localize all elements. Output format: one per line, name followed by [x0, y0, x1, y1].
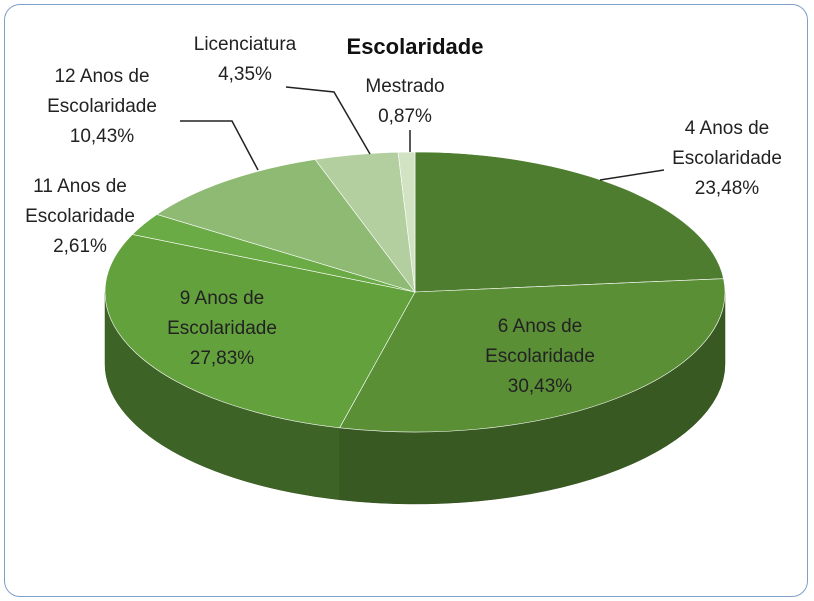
category-label: Licenciatura: [193, 34, 297, 55]
category-label: 11 Anos de Escolaridade: [25, 176, 135, 227]
leader-line: [180, 120, 259, 171]
category-label: 9 Anos de Escolaridade: [167, 288, 277, 339]
pie-top: [104, 151, 726, 433]
data-label: Mestrado 0,87%: [335, 72, 475, 132]
value-label: 27,83%: [189, 348, 255, 369]
chart-title: Escolaridade: [346, 34, 484, 59]
value-label: 30,43%: [507, 376, 573, 397]
category-label: 6 Anos de Escolaridade: [485, 316, 595, 367]
slice: [414, 151, 724, 293]
category-label: 4 Anos de Escolaridade: [672, 118, 782, 169]
value-label: 10,43%: [69, 126, 135, 147]
data-label: 11 Anos de Escolaridade 2,61%: [5, 172, 155, 262]
slice: [397, 151, 416, 293]
leader-line: [285, 86, 371, 155]
data-label: 9 Anos de Escolaridade 27,83%: [152, 284, 292, 374]
slice: [339, 278, 726, 433]
data-label: 6 Anos de Escolaridade 30,43%: [470, 312, 610, 402]
value-label: 4,35%: [218, 64, 272, 85]
data-label: 12 Anos de Escolaridade 10,43%: [32, 62, 172, 152]
category-label: Mestrado: [365, 76, 445, 97]
leader-line: [599, 169, 665, 181]
category-label: 12 Anos de Escolaridade: [47, 66, 157, 117]
chart-frame: [4, 4, 808, 597]
data-label: Licenciatura 4,35%: [175, 30, 315, 90]
slice: [104, 234, 416, 429]
value-label: 23,48%: [694, 178, 760, 199]
slice: [156, 159, 416, 293]
value-label: 0,87%: [378, 106, 432, 127]
value-label: 2,61%: [53, 236, 107, 257]
data-label: 4 Anos de Escolaridade 23,48%: [657, 114, 797, 204]
